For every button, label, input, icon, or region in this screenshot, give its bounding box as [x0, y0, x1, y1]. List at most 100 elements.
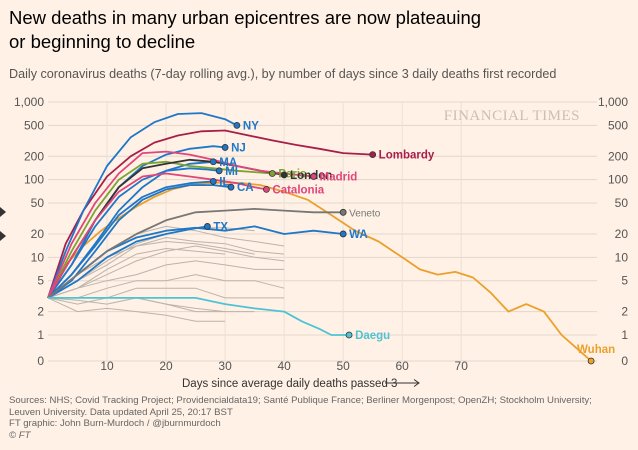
endpoint-marker: [233, 121, 241, 129]
series-label: Lombardy: [379, 150, 435, 162]
series-label: MI: [225, 166, 238, 178]
arrow-head: [413, 379, 420, 387]
title-line-1: New deaths in many urban epicentres are …: [9, 7, 482, 28]
other-region-line: [47, 297, 255, 313]
y-tick-label: 500: [24, 118, 44, 132]
series-line-nj: [47, 145, 226, 299]
y-tick-label: 0: [621, 354, 628, 368]
y-tick-label: 5: [37, 274, 44, 288]
y-tick-label: 1,000: [14, 95, 44, 109]
series-label: WA: [349, 229, 368, 241]
series-label: MA: [219, 157, 237, 169]
copyright: © FT: [9, 429, 31, 441]
series-label: Catalonia: [272, 184, 324, 196]
y-tick-label: 5: [621, 274, 628, 288]
x-tick-label: 70: [455, 359, 469, 373]
series-line-ny: [47, 112, 238, 299]
endpoint-marker: [203, 223, 211, 230]
series-label: CA: [237, 182, 254, 194]
y-axis-right: 0 1 2 5 10 20 50 100 200 500 1,000: [598, 95, 628, 368]
series-line-ca: [47, 184, 232, 299]
y-tick-label: 50: [31, 196, 45, 210]
y-tick-label: 200: [608, 149, 628, 163]
y-tick-label: 20: [615, 227, 629, 241]
y-tick-label: 2: [621, 305, 628, 319]
endpoint-marker: [587, 357, 595, 365]
series-line-il: [47, 180, 214, 299]
x-tick-label: 60: [396, 359, 410, 373]
y-axis-left: 0 1 2 5 10 20 50 100 200 500 1,000: [14, 95, 44, 368]
endpoint-marker: [339, 208, 347, 216]
highlighted-series: [47, 112, 592, 362]
ft-watermark: FINANCIAL TIMES: [444, 108, 580, 124]
series-label: TX: [213, 221, 228, 233]
endpoint-marker: [209, 177, 217, 185]
x-axis: 10 20 30 40 50 60 70: [100, 359, 468, 373]
y-tick-label: 10: [31, 250, 45, 264]
other-region-line: [47, 245, 285, 299]
endpoint-marker: [268, 170, 276, 177]
other-region-line: [47, 247, 226, 299]
other-region-line: [47, 297, 226, 313]
x-tick-label: 30: [218, 359, 232, 373]
other-region-line: [47, 236, 285, 299]
endpoint-marker: [227, 183, 235, 191]
endpoint-marker: [215, 167, 223, 175]
endpoint-marker: [280, 171, 288, 179]
x-tick-label: 40: [277, 359, 291, 373]
sources-line-2: Leuven University. Data updated April 25…: [9, 406, 233, 418]
y-tick-label: 10: [615, 250, 629, 264]
x-tick-label: 10: [100, 359, 114, 373]
chart-subtitle: Daily coronavirus deaths (7-day rolling …: [9, 67, 557, 81]
sources-line-1: Sources: NHS; Covid Tracking Project; Pr…: [9, 395, 592, 406]
x-tick-label: 20: [159, 359, 173, 373]
endpoint-marker: [209, 158, 217, 166]
endpoint-marker: [221, 144, 229, 151]
deaths-chart: FINANCIAL TIMES 01251020501002005001,000…: [14, 95, 628, 390]
series-labels: NYNJMAMIILCATXWALombardyParisLondonMadri…: [203, 120, 615, 365]
other-region-line: [48, 274, 285, 299]
series-label: Madrid: [320, 171, 358, 183]
series-line-paris: [47, 160, 273, 299]
chevron-right-icon[interactable]: [0, 207, 6, 217]
other-region-line: [47, 297, 226, 322]
endpoint-marker: [310, 173, 318, 180]
y-tick-label: 1: [37, 328, 44, 342]
x-axis-title: Days since average daily deaths passed 3: [182, 378, 420, 390]
credit: FT graphic: John Burn-Murdoch / @jburnmu…: [9, 418, 221, 429]
y-tick-label: 100: [24, 173, 44, 187]
chart-title: New deaths in many urban epicentres are …: [9, 6, 549, 54]
y-tick-label: 500: [608, 118, 628, 132]
other-region-line: [47, 260, 285, 299]
endpoint-marker: [263, 185, 270, 193]
series-line-daegu: [48, 297, 350, 336]
series-line-madrid: [47, 150, 314, 299]
series-line-catalonia: [47, 172, 267, 299]
endpoint-marker: [339, 230, 347, 238]
series-label: Wuhan: [577, 344, 615, 356]
title-line-2: or beginning to decline: [9, 31, 196, 52]
y-tick-label: 0: [37, 354, 44, 368]
footer: Sources: NHS; Covid Tracking Project; Pr…: [9, 395, 631, 441]
series-line-veneto: [47, 208, 344, 299]
y-tick-label: 1,000: [598, 95, 628, 109]
series-label: Veneto: [349, 208, 381, 219]
series-label: IL: [219, 176, 229, 188]
series-line-mi: [47, 167, 220, 299]
x-tick-label: 50: [336, 359, 350, 373]
y-tick-label: 2: [37, 305, 44, 319]
series-label: NY: [243, 120, 259, 132]
series-label: NJ: [231, 142, 246, 154]
series-line-wuhan: [47, 181, 592, 362]
series-line-lombardy: [47, 129, 373, 299]
endpoint-marker: [345, 331, 353, 339]
series-label: Daegu: [355, 330, 390, 342]
y-tick-label: 20: [31, 227, 45, 241]
y-tick-label: 100: [608, 173, 628, 187]
y-tick-label: 200: [24, 149, 44, 163]
y-tick-label: 1: [621, 328, 628, 342]
x-axis-label: Days since average daily deaths passed 3: [182, 378, 397, 390]
endpoint-marker: [369, 151, 377, 159]
y-tick-label: 50: [615, 196, 629, 210]
chevron-right-icon[interactable]: [0, 231, 6, 241]
